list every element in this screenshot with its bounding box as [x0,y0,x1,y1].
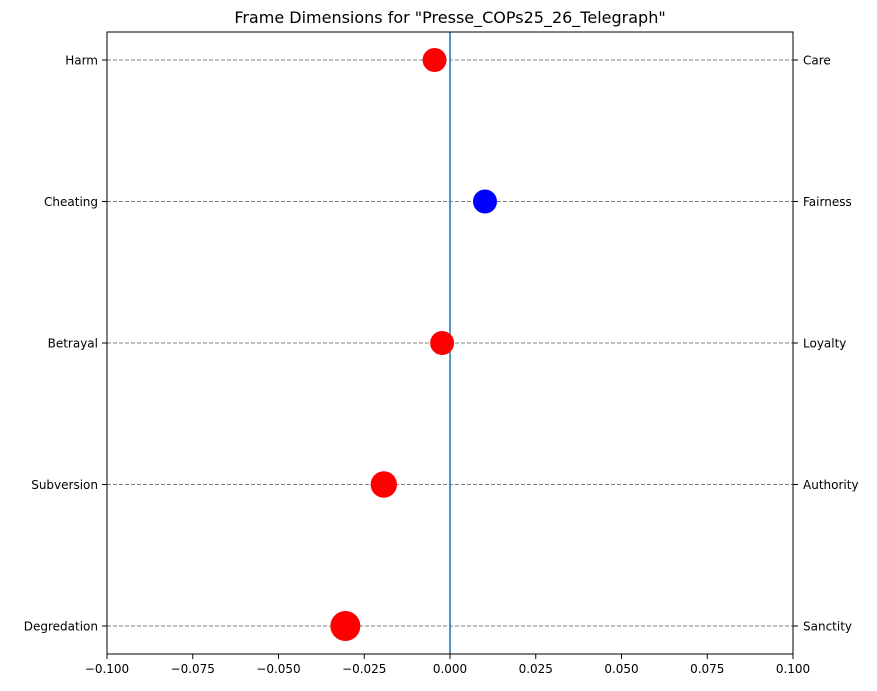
right-tick-label: Care [803,54,831,68]
x-tick-label: −0.025 [342,662,386,676]
data-point [370,471,398,498]
left-tick-label: Subversion [31,478,98,492]
data-point [330,611,361,641]
left-tick-label: Harm [65,54,98,68]
x-tick-label: 0.075 [690,662,724,676]
x-tick-label: 0.050 [604,662,638,676]
x-tick-label: 0.000 [433,662,467,676]
right-tick-label: Fairness [803,195,852,209]
right-axis-labels: Care Fairness Loyalty Authority Sanctity [793,54,859,634]
left-tick-label: Degredation [24,620,98,634]
data-point [422,48,447,72]
data-point [430,331,455,355]
data-points [330,48,497,641]
x-tick-label: 0.100 [776,662,810,676]
left-axis-labels: Harm Cheating Betrayal Subversion Degredatio… [24,54,107,634]
x-tick-label: 0.025 [519,662,553,676]
right-tick-label: Authority [803,478,859,492]
right-tick-label: Sanctity [803,620,852,634]
x-axis-ticks: −0.100 −0.075 −0.050 −0.025 0.000 0.025 0.050 0… [85,654,810,676]
right-tick-label: Loyalty [803,337,846,351]
data-point [472,189,497,214]
x-tick-label: −0.050 [256,662,300,676]
x-tick-label: −0.100 [85,662,129,676]
chart-title: Frame Dimensions for "Presse_COPs25_26_T… [234,8,665,28]
x-tick-label: −0.075 [171,662,215,676]
left-tick-label: Cheating [44,195,98,209]
left-tick-label: Betrayal [48,337,98,351]
